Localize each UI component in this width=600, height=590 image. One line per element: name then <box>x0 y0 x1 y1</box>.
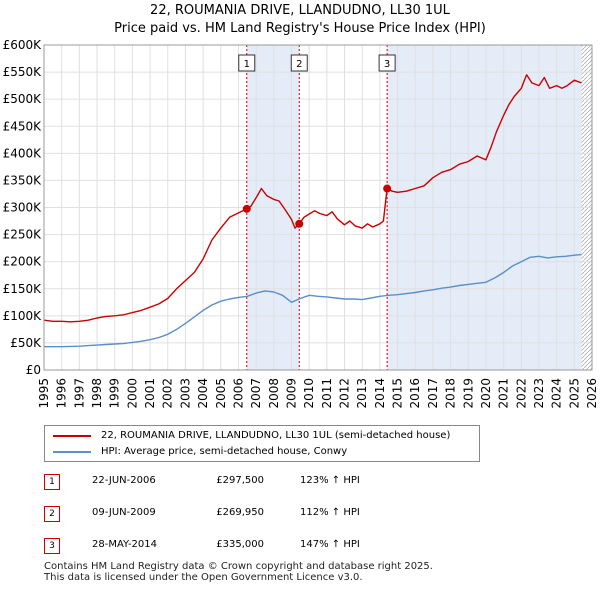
y-tick-label: £300K <box>3 201 43 215</box>
y-tick-label: £350K <box>3 173 43 187</box>
price-chart: 1 2 3 £0 £50K £100K £150K £200K £250K £300K £350K… <box>3 38 599 409</box>
y-tick-label: £200K <box>3 255 43 269</box>
y-tick-label: £100K <box>3 309 43 323</box>
chart-title-block: 22, ROUMANIA DRIVE, LLANDUDNO, LL30 1UL … <box>0 2 600 38</box>
y-tick-label: £500K <box>3 92 43 106</box>
axes: £0 £50K £100K £150K £200K £250K £300K £350K £400… <box>3 38 599 409</box>
x-tick-label: 1998 <box>90 378 104 409</box>
x-tick-label: 1997 <box>72 378 86 409</box>
sale-label-box <box>378 54 396 72</box>
y-tick-label: £400K <box>3 146 43 160</box>
sale-hpi-change: 123% ↑ HPI <box>300 475 360 486</box>
sale-labels: 1 2 3 <box>238 54 396 72</box>
x-tick-label: 2026 <box>585 378 599 409</box>
sale-label-box <box>238 54 256 72</box>
plot-frame <box>43 44 593 371</box>
sale-number: 2 <box>44 506 60 522</box>
y-tick-label: £450K <box>3 119 43 133</box>
legend-swatch-property <box>53 435 91 437</box>
legend: 22, ROUMANIA DRIVE, LLANDUDNO, LL30 1UL … <box>44 425 480 462</box>
x-tick-label: 2010 <box>302 378 316 409</box>
x-tick-label: 2022 <box>514 378 528 409</box>
sale-hpi-change: 147% ↑ HPI <box>300 539 360 550</box>
x-tick-label: 2005 <box>214 378 228 409</box>
y-tick-label: £250K <box>3 228 43 242</box>
sale-number: 3 <box>44 538 60 554</box>
x-tick-label: 2015 <box>391 378 405 409</box>
sale-label-box <box>290 54 308 72</box>
sale-date: 28-MAY-2014 <box>92 539 158 550</box>
legend-item-property: 22, ROUMANIA DRIVE, LLANDUDNO, LL30 1UL … <box>53 428 450 444</box>
sale-hpi-change: 112% ↑ HPI <box>300 507 360 518</box>
x-tick-label: 2008 <box>267 378 281 409</box>
x-tick-label: 2004 <box>196 378 210 409</box>
x-tick-label: 2009 <box>284 378 298 409</box>
x-tick-label: 2006 <box>231 378 245 409</box>
x-tick-label: 2018 <box>444 378 458 409</box>
chart-subtitle: Price paid vs. HM Land Registry's House … <box>114 21 486 36</box>
sale-dot <box>242 204 251 213</box>
series-line-property <box>43 74 582 323</box>
x-tick-label: 1999 <box>108 378 122 409</box>
sale-dots <box>242 184 392 228</box>
footer: Contains HM Land Registry data © Crown c… <box>44 561 433 583</box>
x-tick-label: 2025 <box>567 378 581 409</box>
x-tick-label: 2017 <box>426 378 440 409</box>
footer-licence: This data is licensed under the Open Gov… <box>44 572 363 583</box>
y-tick-label: £150K <box>3 282 43 296</box>
series-line-hpi <box>44 253 582 348</box>
sale-price: £335,000 <box>216 539 264 550</box>
x-tick-label: 2021 <box>497 378 511 409</box>
sale-dot <box>383 184 392 193</box>
legend-item-hpi: HPI: Average price, semi-detached house,… <box>53 444 347 460</box>
y-tick-label: £50K <box>10 336 42 350</box>
x-tick-label: 2003 <box>178 378 192 409</box>
x-tick-label: 2024 <box>550 378 564 409</box>
x-tick-label: 2011 <box>320 378 334 409</box>
sale-label-text: 3 <box>384 59 390 70</box>
x-tick-label: 2014 <box>373 378 387 409</box>
x-tick-label: 2019 <box>461 378 475 409</box>
x-tick-label: 2012 <box>338 378 352 409</box>
sale-row: 3 28-MAY-2014 £335,000 147% ↑ HPI <box>44 536 564 556</box>
x-tick-label: 2013 <box>355 378 369 409</box>
legend-label-property: 22, ROUMANIA DRIVE, LLANDUDNO, LL30 1UL … <box>101 430 451 441</box>
sale-label-text: 1 <box>244 59 250 70</box>
sale-dot <box>295 219 304 228</box>
legend-swatch-hpi <box>53 451 91 453</box>
sale-date: 22-JUN-2006 <box>92 475 156 486</box>
x-tick-label: 2007 <box>249 378 263 409</box>
x-tick-label: 2023 <box>532 378 546 409</box>
sale-label-text: 2 <box>296 59 302 70</box>
sale-row: 1 22-JUN-2006 £297,500 123% ↑ HPI <box>44 472 564 492</box>
y-tick-label: £0 <box>26 363 41 377</box>
x-tick-label: 2020 <box>479 378 493 409</box>
sale-row: 2 09-JUN-2009 £269,950 112% ↑ HPI <box>44 504 564 524</box>
x-tick-label: 1995 <box>37 378 51 409</box>
x-tick-label: 2001 <box>143 378 157 409</box>
y-tick-label: £550K <box>3 65 43 79</box>
x-tick-label: 2002 <box>161 378 175 409</box>
legend-label-hpi: HPI: Average price, semi-detached house,… <box>101 446 348 457</box>
x-tick-label: 1996 <box>55 378 69 409</box>
sale-date: 09-JUN-2009 <box>92 507 156 518</box>
chart-title: 22, ROUMANIA DRIVE, LLANDUDNO, LL30 1UL <box>150 3 450 18</box>
x-tick-label: 2000 <box>125 378 139 409</box>
footer-copyright: Contains HM Land Registry data © Crown c… <box>44 561 433 572</box>
x-tick-label: 2016 <box>408 378 422 409</box>
sale-price: £297,500 <box>216 475 264 486</box>
y-tick-label: £600K <box>3 38 43 52</box>
sale-price: £269,950 <box>216 507 264 518</box>
series <box>43 74 582 348</box>
sale-number: 1 <box>44 474 60 490</box>
